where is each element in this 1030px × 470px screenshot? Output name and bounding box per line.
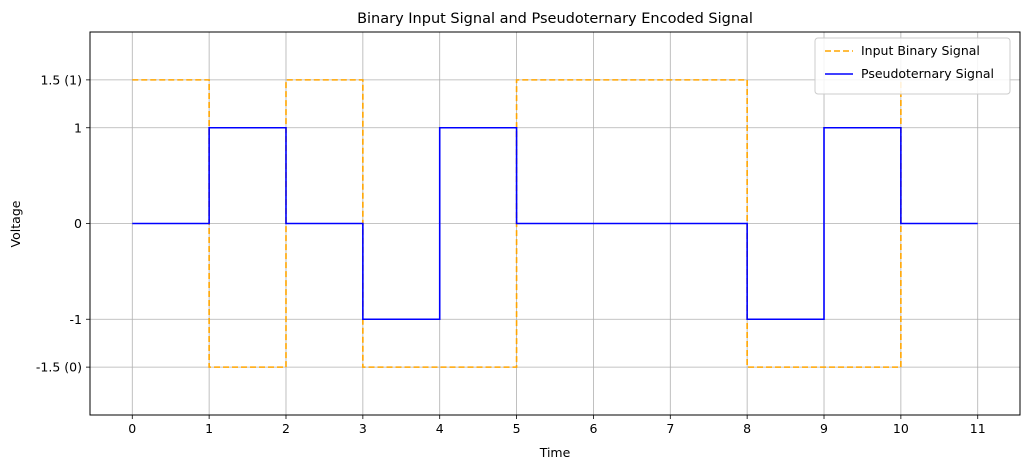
series-line-input-binary-signal [132,79,902,368]
x-tick-label: 1 [205,421,213,436]
x-tick-label: 10 [893,421,909,436]
y-axis-label: Voltage [8,200,23,247]
legend-box [814,37,1011,95]
axis-ticks: 0 1 2 3 4 5 6 7 8 9 10 111.5 (1)10-1-1.5 (0) [36,72,986,436]
legend-label: Pseudoternary Signal [861,66,994,81]
chart-title: Binary Input Signal and Pseudoternary En… [357,11,753,27]
x-tick-label: 7 [666,421,674,436]
x-tick-label: 6 [589,421,597,436]
x-axis-label: Time [539,445,571,460]
y-tick-label: 0 [74,216,82,231]
y-tick-label: 1 [74,120,82,135]
x-tick-label: 9 [820,421,828,436]
y-tick-label: 1.5 (1) [40,72,82,87]
x-tick-label: 0 [128,421,136,436]
plot-series [132,79,978,368]
x-tick-label: 5 [513,421,521,436]
y-tick-label: -1.5 (0) [36,360,82,375]
x-tick-label: 8 [743,421,751,436]
x-tick-label: 3 [359,421,367,436]
y-tick-label: -1 [70,312,82,327]
x-tick-label: 4 [436,421,444,436]
x-tick-label: 2 [282,421,290,436]
x-tick-label: 11 [970,421,986,436]
legend: Input Binary Signal Pseudoternary Signal [814,37,1011,95]
series-line-pseudoternary-signal [132,126,978,321]
legend-label: Input Binary Signal [861,43,980,58]
